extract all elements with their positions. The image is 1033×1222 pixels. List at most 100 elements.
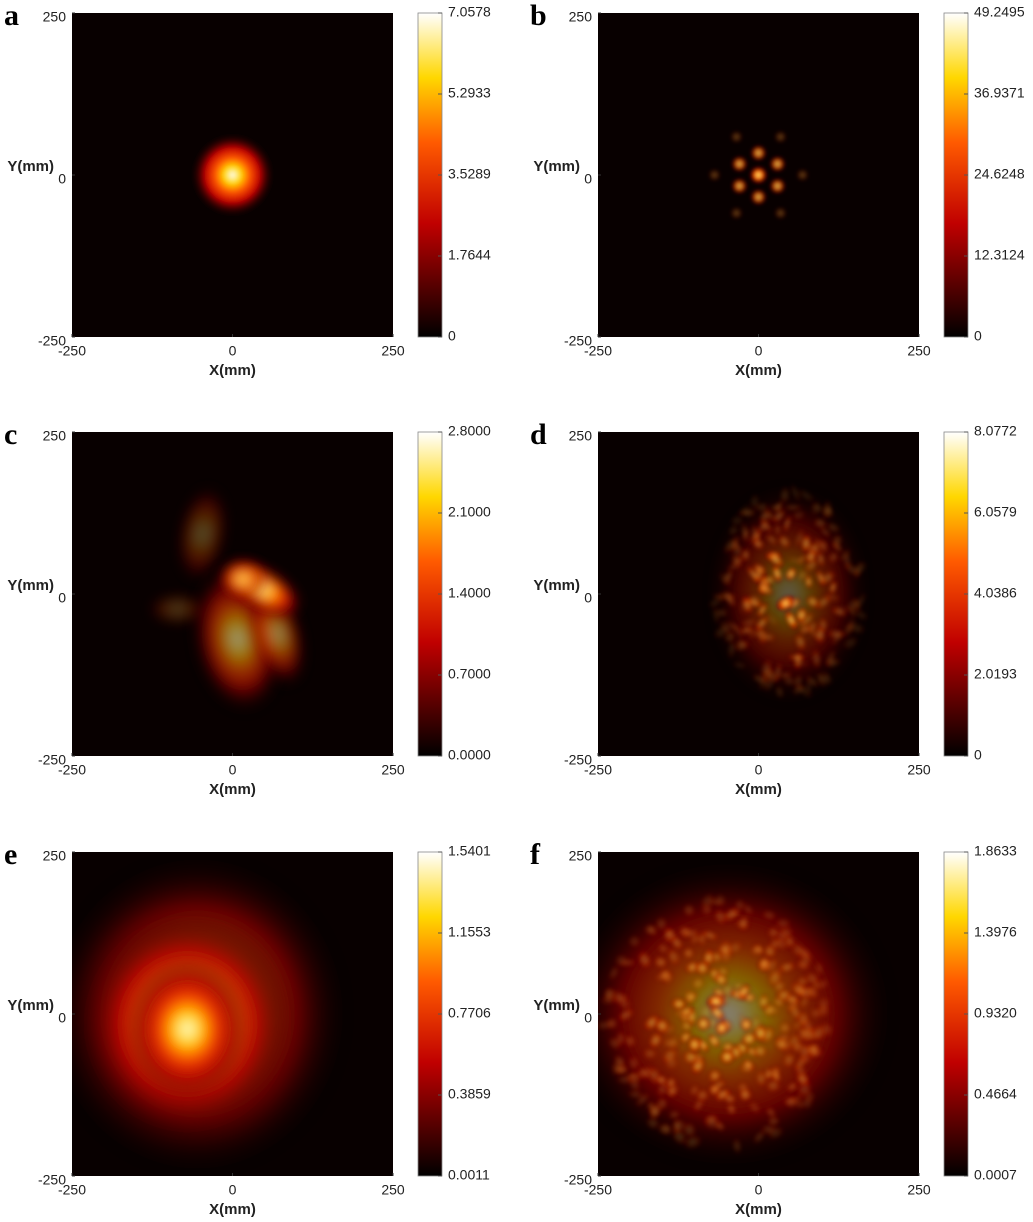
x-tick-label: 250 <box>381 762 405 778</box>
intensity-blob <box>750 145 767 161</box>
intensity-blob <box>805 541 816 556</box>
y-axis-label: Y(mm) <box>533 577 580 594</box>
y-tick-label: 250 <box>569 428 593 444</box>
intensity-blob <box>782 1050 797 1070</box>
intensity-blob <box>730 130 743 143</box>
intensity-blob <box>788 1002 802 1022</box>
panel: d-250 0 250-2500250X(mm)Y(mm)02.01934.0386… <box>530 418 1017 798</box>
intensity-blob <box>217 559 268 599</box>
panel: c -250 0 250 -250 0 250 X(mm) Y(mm) 0.0000 0.7000 1… <box>4 418 491 798</box>
intensity-blob <box>777 533 792 549</box>
intensity-blob <box>827 550 840 564</box>
colorbar-tick-label: 0 <box>448 328 456 344</box>
y-tick-label: 0 <box>584 171 592 187</box>
intensity-blob <box>741 902 755 917</box>
heatmap-image <box>72 852 393 1176</box>
x-tick-label: 0 <box>229 762 237 778</box>
intensity-blob <box>616 1006 636 1023</box>
intensity-blob <box>766 550 785 569</box>
intensity-blob <box>702 1115 724 1131</box>
x-axis-label: X(mm) <box>735 1201 782 1218</box>
colorbar-tick-label: 2.1000 <box>448 504 491 520</box>
intensity-blob <box>730 207 743 220</box>
intensity-blob <box>724 619 742 633</box>
x-tick-label: 250 <box>907 762 931 778</box>
intensity-blob <box>814 624 826 646</box>
panel-label: e <box>4 838 17 871</box>
heatmap-image <box>598 852 919 1176</box>
intensity-blob <box>791 509 807 521</box>
intensity-blob <box>796 985 816 1000</box>
intensity-blob <box>669 935 684 951</box>
y-tick-label: 250 <box>43 428 67 444</box>
intensity-blob <box>648 1030 664 1050</box>
intensity-blob <box>824 656 838 667</box>
intensity-blob <box>742 1058 754 1071</box>
intensity-blob <box>659 1037 680 1050</box>
intensity-blob <box>748 1013 764 1035</box>
intensity-blob <box>772 563 783 584</box>
intensity-blob <box>776 1033 792 1043</box>
intensity-blob <box>751 673 769 685</box>
intensity-blob <box>798 1040 812 1062</box>
x-tick-label: 250 <box>381 1182 405 1198</box>
intensity-blob <box>749 166 768 184</box>
intensity-blob <box>731 156 748 172</box>
intensity-blob <box>707 596 724 609</box>
colorbar-tick-label: 3.5289 <box>448 166 491 182</box>
colorbar-tick-label: 1.7644 <box>448 247 491 263</box>
panel: e -250 0 250 -250 0 250 X(mm) Y(mm) 0.0011 0.3859 0… <box>4 838 491 1218</box>
colorbar-tick-label: 8.0772 <box>974 423 1017 439</box>
intensity-blob <box>700 929 720 941</box>
intensity-blob <box>734 637 748 648</box>
heatmap-image <box>72 432 393 756</box>
intensity-blob <box>853 608 870 621</box>
x-tick-label: 250 <box>907 343 931 359</box>
intensity-blob <box>729 555 746 568</box>
intensity-blob <box>627 1054 641 1073</box>
colorbar-tick-label: 5.2933 <box>448 85 491 101</box>
intensity-blob <box>828 579 838 596</box>
intensity-blob <box>729 515 745 527</box>
intensity-blob <box>127 959 248 1099</box>
y-tick-label: -250 <box>564 1172 592 1188</box>
intensity-blob <box>773 660 783 684</box>
x-axis-label: X(mm) <box>735 362 782 379</box>
intensity-blob <box>766 1114 781 1128</box>
intensity-blob <box>763 1067 774 1082</box>
x-axis-label: X(mm) <box>735 781 782 798</box>
intensity-blob <box>690 976 706 991</box>
intensity-blob <box>795 1079 814 1100</box>
intensity-blob <box>784 993 801 1006</box>
intensity-blob <box>722 1093 738 1104</box>
intensity-blob <box>721 906 740 923</box>
intensity-blob <box>825 628 849 640</box>
intensity-blob <box>605 1016 619 1031</box>
intensity-blob <box>775 685 785 699</box>
colorbar-tick-label: 0.9320 <box>974 1005 1017 1021</box>
intensity-blob <box>763 1003 782 1016</box>
intensity-blob <box>775 926 789 945</box>
y-axis-label: Y(mm) <box>533 158 580 175</box>
y-axis-label: Y(mm) <box>7 997 54 1014</box>
intensity-blob <box>818 669 831 690</box>
intensity-blob <box>700 903 714 917</box>
intensity-blob <box>684 991 699 1003</box>
colorbar-tick-label: 2.8000 <box>448 423 491 439</box>
intensity-blob <box>627 934 642 949</box>
intensity-blob <box>680 928 702 939</box>
intensity-blob <box>714 1019 729 1036</box>
panel: b-250 0 250-2500250X(mm)Y(mm)012.312424.62… <box>530 0 1025 379</box>
colorbar-tick-label: 1.3976 <box>974 924 1017 940</box>
intensity-blob <box>765 1106 777 1119</box>
intensity-blob <box>804 674 821 689</box>
intensity-blob <box>657 942 670 955</box>
y-axis-label: Y(mm) <box>7 158 54 175</box>
intensity-blob <box>831 541 844 554</box>
x-tick-label: 0 <box>229 1182 237 1198</box>
intensity-blob <box>623 1033 637 1049</box>
intensity-blob <box>732 1137 742 1155</box>
colorbar-tick-label: 49.2495 <box>974 4 1025 20</box>
intensity-blob <box>769 178 786 194</box>
colorbar-tick-label: 4.0386 <box>974 585 1017 601</box>
